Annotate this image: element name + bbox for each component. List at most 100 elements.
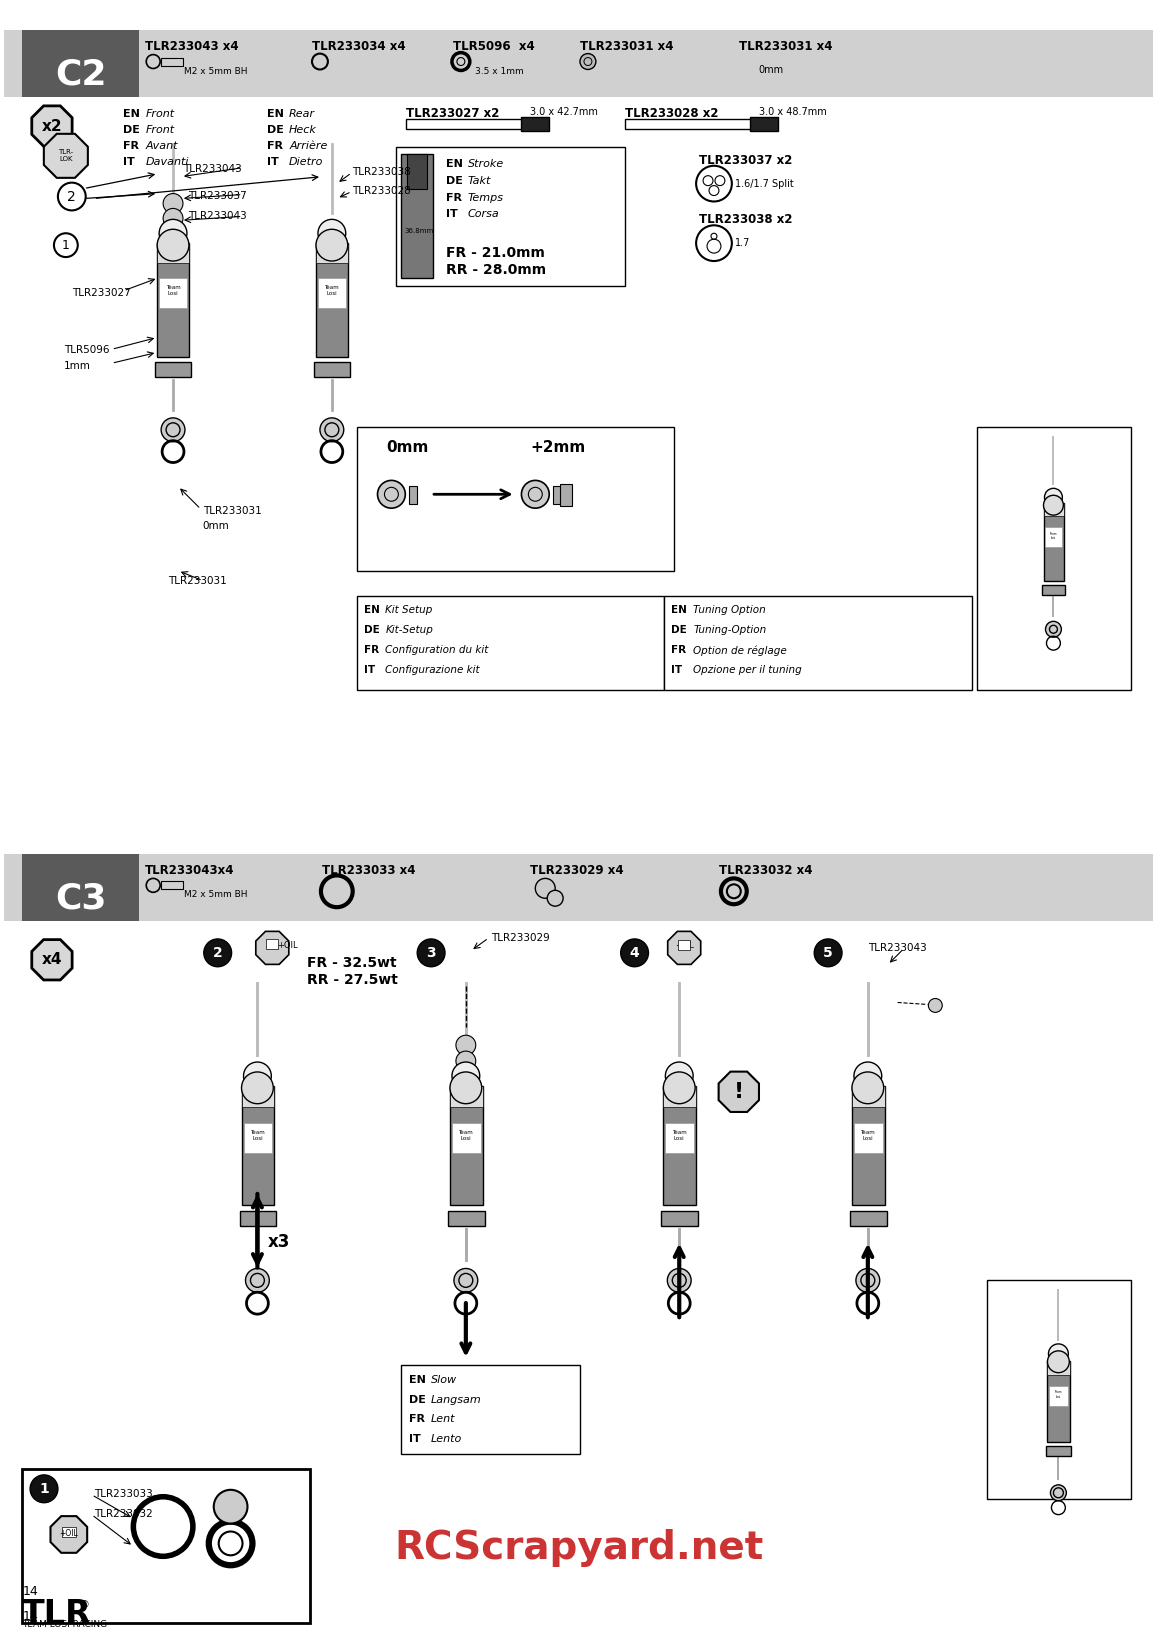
Bar	[625, 120, 753, 129]
Bar	[410, 486, 418, 504]
Bar	[750, 118, 778, 131]
Circle shape	[852, 1072, 884, 1103]
Text: IT: IT	[671, 665, 683, 674]
Bar	[316, 244, 348, 357]
Text: TLR5096: TLR5096	[64, 345, 110, 355]
Text: Heck: Heck	[289, 124, 317, 136]
Text: 14: 14	[22, 1585, 38, 1598]
Text: RR - 27.5wt: RR - 27.5wt	[307, 972, 398, 987]
Text: TLR233032 x4: TLR233032 x4	[718, 863, 812, 876]
Bar	[22, 853, 139, 922]
Text: Front: Front	[146, 124, 175, 136]
Text: Kit Setup: Kit Setup	[385, 606, 433, 616]
Text: 0mm: 0mm	[202, 521, 229, 530]
Circle shape	[928, 999, 942, 1012]
Text: +2mm: +2mm	[530, 440, 585, 455]
Text: FR: FR	[445, 193, 462, 203]
Bar	[977, 427, 1130, 689]
Circle shape	[456, 1051, 476, 1071]
Text: FR - 32.5wt: FR - 32.5wt	[307, 956, 397, 969]
Text: TLR233029 x4: TLR233029 x4	[530, 863, 624, 876]
Text: Team
Losi: Team Losi	[165, 285, 180, 296]
Text: TLR233033 x4: TLR233033 x4	[322, 863, 415, 876]
Text: Configuration du kit: Configuration du kit	[385, 645, 488, 655]
Bar	[852, 1085, 885, 1205]
Text: TLR233027: TLR233027	[72, 288, 131, 298]
Bar	[407, 154, 427, 188]
Text: 3: 3	[426, 946, 436, 959]
Text: IT: IT	[267, 157, 279, 167]
Text: RCScrapyard.net: RCScrapyard.net	[393, 1529, 764, 1567]
Polygon shape	[718, 1072, 759, 1112]
Text: 1: 1	[62, 239, 69, 252]
Text: TLR233031 x4: TLR233031 x4	[739, 39, 832, 52]
Text: Team
Losi: Team Losi	[861, 1130, 875, 1141]
Text: DE: DE	[267, 124, 285, 136]
Text: TLR: TLR	[22, 1598, 91, 1630]
Bar	[1044, 503, 1064, 516]
Text: EN: EN	[410, 1375, 426, 1385]
Bar	[5, 29, 1152, 97]
Bar	[1047, 1360, 1070, 1375]
Bar	[448, 1211, 485, 1226]
Circle shape	[1048, 1344, 1068, 1364]
Text: IT: IT	[410, 1434, 421, 1444]
Text: Takt: Takt	[467, 175, 492, 185]
Text: Rear: Rear	[289, 110, 316, 120]
Text: FR: FR	[124, 141, 140, 151]
Text: 1: 1	[39, 1481, 49, 1496]
Text: Langsam: Langsam	[432, 1395, 481, 1405]
Circle shape	[245, 1269, 270, 1292]
Bar	[22, 29, 139, 97]
Bar	[1046, 1445, 1071, 1455]
Text: DE: DE	[671, 625, 687, 635]
Circle shape	[1044, 496, 1063, 516]
Bar	[161, 881, 183, 889]
Text: TLR-
LOK: TLR- LOK	[58, 149, 73, 162]
Text: DE: DE	[363, 625, 379, 635]
Text: Opzione per il tuning: Opzione per il tuning	[693, 665, 802, 674]
Bar	[22, 1468, 310, 1622]
Circle shape	[161, 417, 185, 442]
Circle shape	[665, 1062, 693, 1090]
Text: Avant: Avant	[146, 141, 178, 151]
Text: TLR233032: TLR233032	[94, 1509, 153, 1519]
Text: FR: FR	[267, 141, 283, 151]
Circle shape	[668, 1269, 691, 1292]
Bar	[266, 940, 278, 949]
Text: Configurazione kit: Configurazione kit	[385, 665, 480, 674]
Text: FR: FR	[363, 645, 378, 655]
Circle shape	[454, 1269, 478, 1292]
Circle shape	[450, 1072, 481, 1103]
Bar	[242, 1085, 274, 1107]
Text: Lento: Lento	[432, 1434, 463, 1444]
Bar	[450, 1085, 482, 1205]
Bar	[450, 1085, 482, 1107]
Bar	[157, 244, 189, 357]
Text: Temps: Temps	[467, 193, 503, 203]
Polygon shape	[256, 931, 289, 964]
Text: Team
Losi: Team Losi	[1055, 1390, 1062, 1400]
Bar	[5, 853, 1152, 922]
Bar	[239, 1211, 277, 1226]
Text: TLR233038: TLR233038	[352, 167, 411, 177]
Polygon shape	[31, 940, 72, 981]
Circle shape	[243, 1062, 271, 1090]
Bar	[155, 362, 191, 377]
Text: 4: 4	[629, 946, 640, 959]
Bar	[161, 57, 183, 65]
Circle shape	[377, 480, 405, 507]
Text: ®: ®	[79, 1599, 90, 1609]
Circle shape	[856, 1269, 879, 1292]
Text: TLR233038 x2: TLR233038 x2	[699, 213, 793, 226]
Circle shape	[854, 1062, 882, 1090]
Bar	[356, 596, 664, 689]
Text: +OIL: +OIL	[675, 941, 693, 951]
Text: TLR233027 x2: TLR233027 x2	[406, 106, 500, 120]
Text: TLR233028 x2: TLR233028 x2	[625, 106, 718, 120]
Circle shape	[320, 417, 344, 442]
Circle shape	[1047, 1351, 1069, 1373]
Text: 0mm: 0mm	[759, 64, 783, 75]
Circle shape	[536, 879, 555, 899]
Text: +OIL: +OIL	[277, 941, 297, 951]
